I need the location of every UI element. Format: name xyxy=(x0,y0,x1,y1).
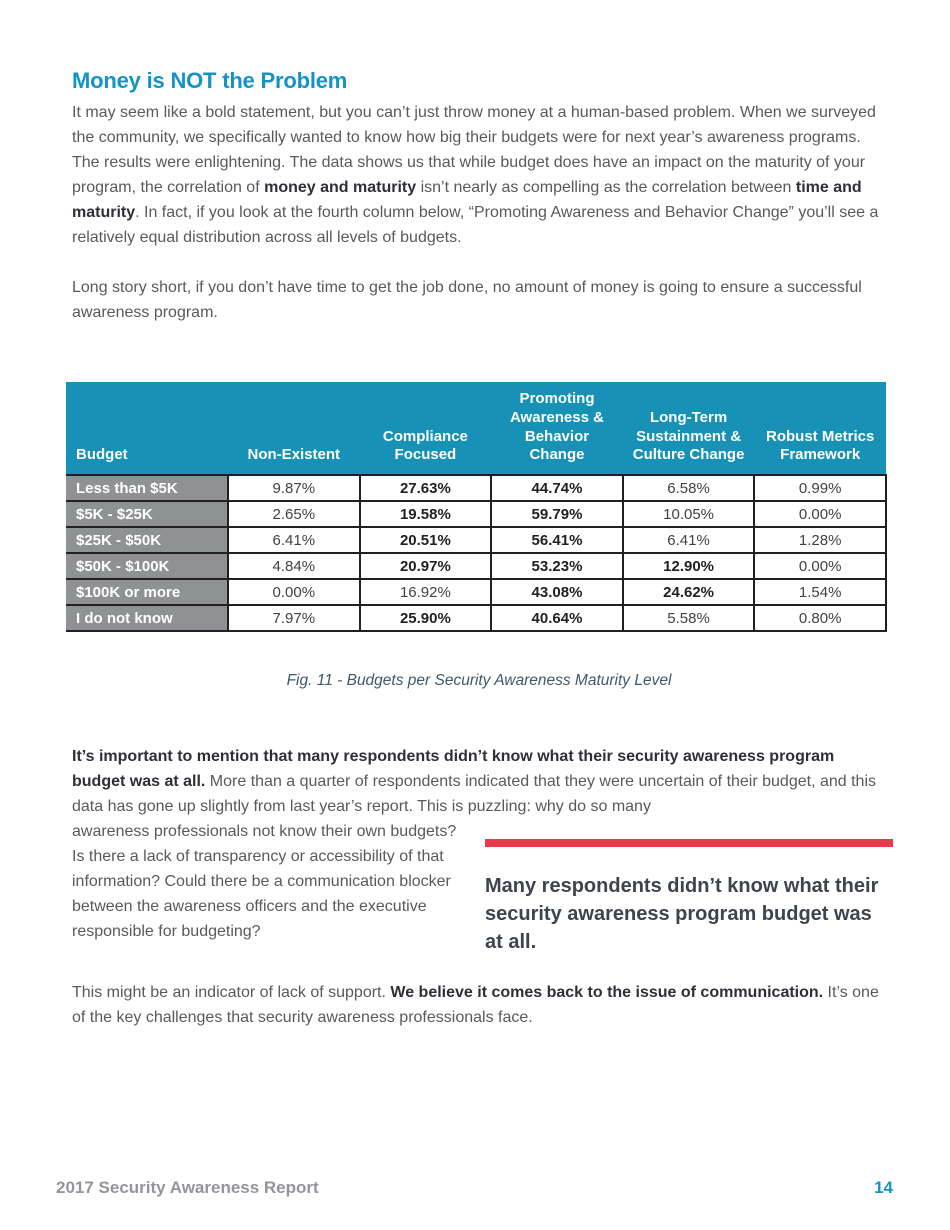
table-row: $5K - $25K 2.65% 19.58% 59.79% 10.05% 0.00% xyxy=(66,500,887,528)
closing-bold: We believe it comes back to the issue of… xyxy=(390,984,824,1001)
figure-caption: Fig. 11 - Budgets per Security Awareness… xyxy=(286,672,672,689)
table-row: $100K or more 0.00% 16.92% 43.08% 24.62% 1.54… xyxy=(66,578,887,606)
column-header: Promoting Awareness & Behavior Change xyxy=(491,382,623,475)
percentage-cell: 0.00% xyxy=(753,552,887,580)
column-header: Robust Metrics Framework xyxy=(754,382,886,475)
percentage-cell: 19.58% xyxy=(358,500,493,528)
table-row: $50K - $100K 4.84% 20.97% 53.23% 12.90% 0.00% xyxy=(66,552,887,580)
percentage-cell: 1.28% xyxy=(753,526,887,554)
percentage-cell: 6.41% xyxy=(227,526,361,554)
percentage-cell: 40.64% xyxy=(490,604,624,632)
intro-text-c: isn’t nearly as compelling as the correl… xyxy=(416,179,796,196)
table-body: Less than $5K 9.87% 27.63% 44.74% 6.58% 0.99%… xyxy=(66,474,887,632)
percentage-cell: 0.99% xyxy=(753,474,887,502)
discussion-row: awareness professionals not know their o… xyxy=(72,819,893,956)
intro-text-a: It may seem like a bold statement, but y… xyxy=(72,104,876,196)
table-row: $25K - $50K 6.41% 20.51% 56.41% 6.41% 1.28% xyxy=(66,526,887,554)
percentage-cell: 27.63% xyxy=(358,474,493,502)
discussion-paragraph-top: It’s important to mention that many resp… xyxy=(72,744,886,819)
pull-quote: Many respondents didn’t know what their … xyxy=(485,839,893,956)
column-header: Long-Term Sustainment & Culture Change xyxy=(622,382,755,475)
column-header: Non-Existent xyxy=(228,382,360,475)
discussion-text-left-column: awareness professionals not know their o… xyxy=(72,823,457,940)
percentage-cell: 24.62% xyxy=(621,578,756,606)
column-header: Compliance Focused xyxy=(359,382,492,475)
row-label-budget-range: $50K - $100K xyxy=(66,552,229,580)
percentage-cell: 43.08% xyxy=(490,578,624,606)
percentage-cell: 56.41% xyxy=(490,526,624,554)
percentage-cell: 2.65% xyxy=(227,500,361,528)
percentage-cell: 9.87% xyxy=(227,474,361,502)
row-label-budget-range: $25K - $50K xyxy=(66,526,229,554)
percentage-cell: 0.80% xyxy=(753,604,887,632)
percentage-cell: 59.79% xyxy=(490,500,624,528)
table-row: Less than $5K 9.87% 27.63% 44.74% 6.58% 0.99% xyxy=(66,474,887,502)
percentage-cell: 20.51% xyxy=(358,526,493,554)
closing-paragraph: This might be an indicator of lack of su… xyxy=(72,980,886,1030)
intro-bold-money-maturity: money and maturity xyxy=(264,179,417,196)
percentage-cell: 1.54% xyxy=(753,578,887,606)
percentage-cell: 7.97% xyxy=(227,604,361,632)
discussion-bold-intro: It’s important to mention that many resp… xyxy=(72,748,835,790)
percentage-cell: 10.05% xyxy=(621,500,756,528)
column-header: Budget xyxy=(66,382,228,475)
section-heading: Money is NOT the Problem xyxy=(72,68,348,93)
row-label-budget-range: $100K or more xyxy=(66,578,229,606)
footer-page-number: 14 xyxy=(874,1178,893,1197)
percentage-cell: 4.84% xyxy=(227,552,361,580)
row-label-budget-range: $5K - $25K xyxy=(66,500,229,528)
row-label-budget-range: Less than $5K xyxy=(66,474,229,502)
closing-text-pre: This might be an indicator of lack of su… xyxy=(72,984,391,1001)
pull-quote-accent-bar xyxy=(485,839,893,847)
percentage-cell: 16.92% xyxy=(358,578,493,606)
closing-text-post: It’s one of the key challenges that secu… xyxy=(72,984,879,1026)
percentage-cell: 53.23% xyxy=(490,552,624,580)
page-footer: 2017 Security Awareness Report 14 xyxy=(56,1178,893,1198)
percentage-cell: 25.90% xyxy=(358,604,493,632)
summary-paragraph: Long story short, if you don’t have time… xyxy=(72,279,862,321)
discussion-section: It’s important to mention that many resp… xyxy=(72,744,893,956)
percentage-cell: 0.00% xyxy=(753,500,887,528)
discussion-text-top: More than a quarter of respondents indic… xyxy=(72,773,876,815)
percentage-cell: 20.97% xyxy=(358,552,493,580)
percentage-cell: 6.41% xyxy=(621,526,756,554)
table-row: I do not know 7.97% 25.90% 40.64% 5.58% 0.80% xyxy=(66,604,887,632)
pull-quote-text: Many respondents didn’t know what their … xyxy=(485,875,879,953)
percentage-cell: 12.90% xyxy=(621,552,756,580)
table-header-row: Budget Non-Existent Compliance Focused Prom… xyxy=(66,382,886,475)
intro-paragraph: It may seem like a bold statement, but y… xyxy=(72,100,886,250)
percentage-cell: 44.74% xyxy=(490,474,624,502)
percentage-cell: 5.58% xyxy=(621,604,756,632)
budget-maturity-table: Budget Non-Existent Compliance Focused Prom… xyxy=(66,382,887,632)
percentage-cell: 6.58% xyxy=(621,474,756,502)
row-label-budget-range: I do not know xyxy=(66,604,229,632)
percentage-cell: 0.00% xyxy=(227,578,361,606)
intro-bold-time-maturity: time and maturity xyxy=(72,179,862,221)
footer-report-title: 2017 Security Awareness Report xyxy=(56,1178,319,1197)
intro-text-e: . In fact, if you look at the fourth col… xyxy=(72,204,879,246)
